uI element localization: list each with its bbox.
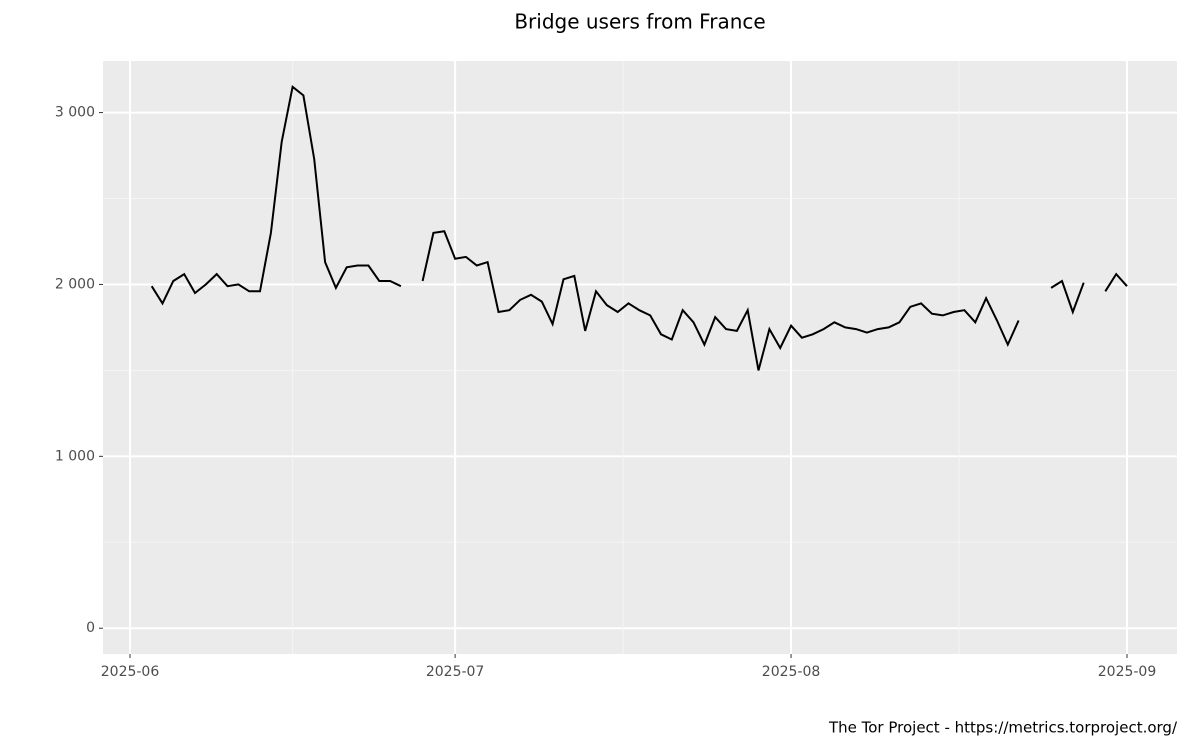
panel <box>103 61 1177 654</box>
y-tick-label: 2 000 <box>55 276 95 292</box>
y-tick-label: 1 000 <box>55 448 95 464</box>
x-tick-label: 2025-08 <box>762 664 821 680</box>
chart-title: Bridge users from France <box>514 10 765 34</box>
y-tick-label: 3 000 <box>55 105 95 121</box>
caption: The Tor Project - https://metrics.torpro… <box>828 719 1178 737</box>
grid <box>103 61 1177 654</box>
x-tick-label: 2025-07 <box>426 664 485 680</box>
x-tick-label: 2025-09 <box>1098 664 1157 680</box>
y-tick-label: 0 <box>86 620 95 636</box>
line <box>150 84 1128 371</box>
x-tick-label: 2025-06 <box>101 664 160 680</box>
